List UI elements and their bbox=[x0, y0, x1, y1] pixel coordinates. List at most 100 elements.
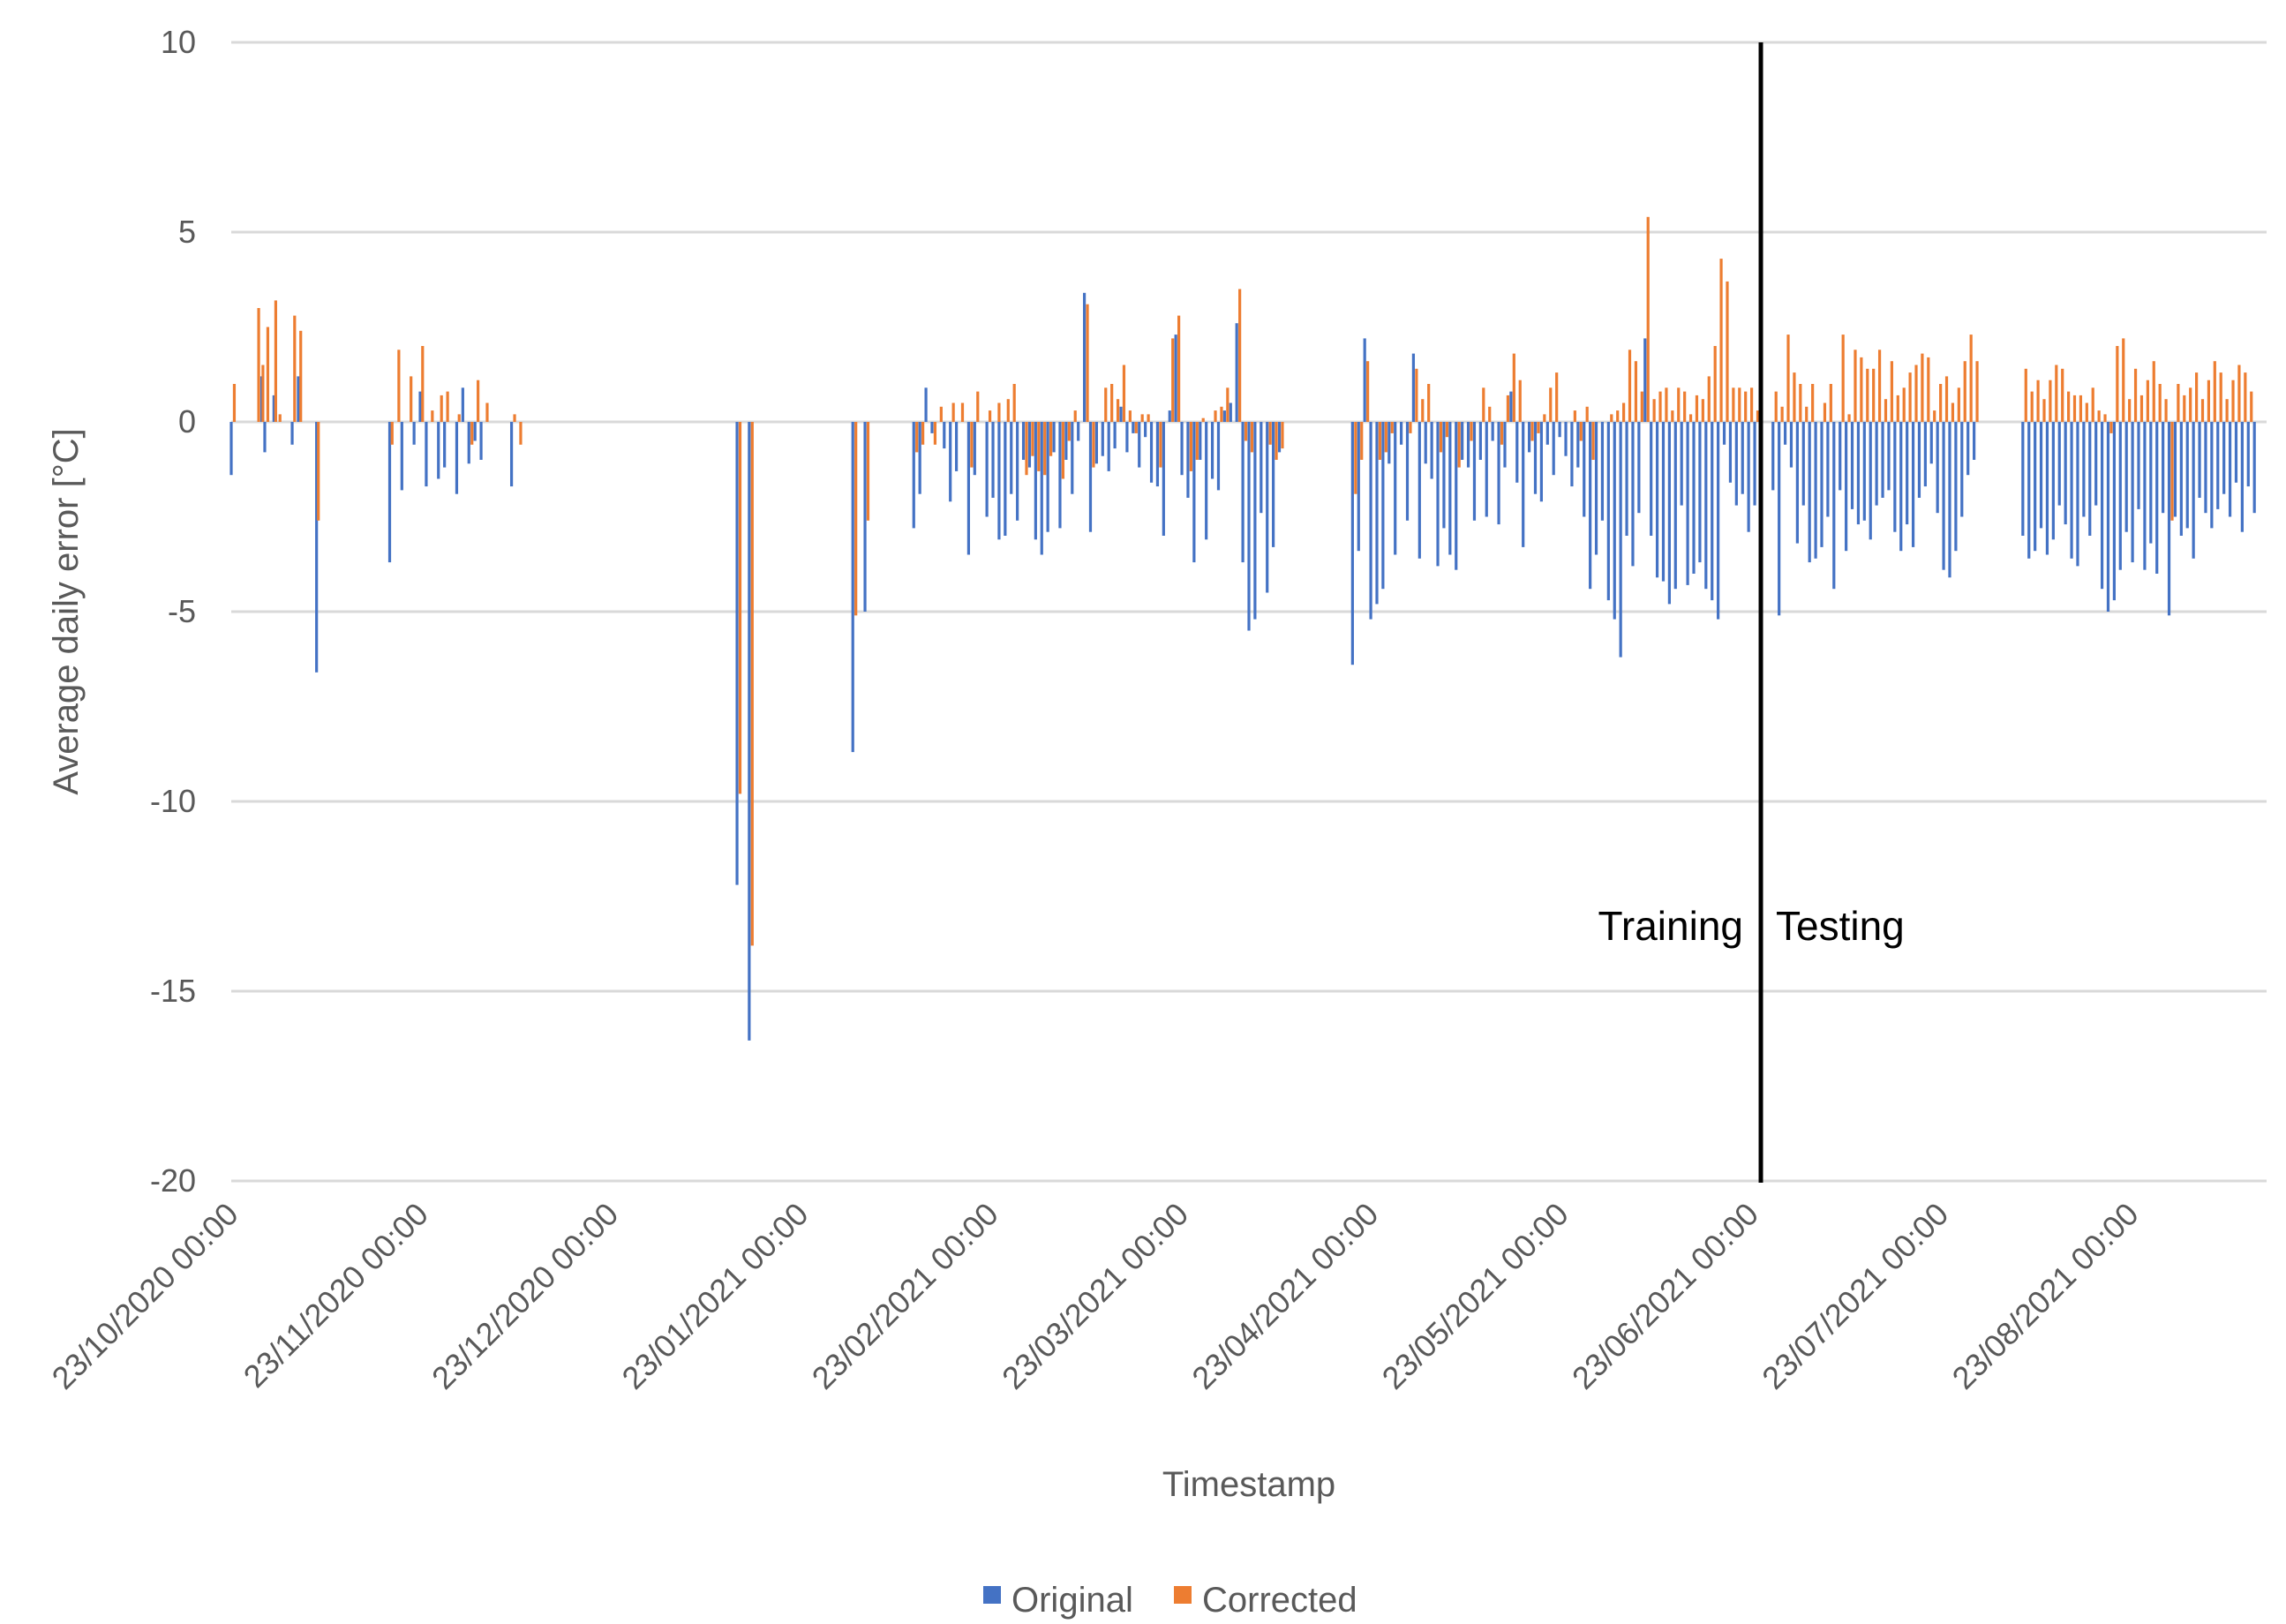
corrected-bar bbox=[2072, 395, 2077, 422]
original-bar bbox=[1783, 422, 1787, 445]
original-bar bbox=[1954, 422, 1958, 552]
original-bar bbox=[2143, 422, 2147, 570]
corrected-bar bbox=[1914, 365, 1918, 422]
original-bar bbox=[1272, 422, 1275, 547]
original-bar bbox=[1906, 422, 1909, 525]
corrected-bar bbox=[440, 395, 443, 422]
original-bar bbox=[1711, 422, 1714, 601]
corrected-bar bbox=[1244, 422, 1248, 441]
corrected-bar bbox=[1701, 399, 1704, 422]
corrected-bar bbox=[2061, 368, 2064, 422]
corrected-bar bbox=[2049, 380, 2052, 422]
original-bar bbox=[1466, 422, 1470, 468]
corrected-bar bbox=[1214, 410, 1217, 422]
corrected-bar bbox=[431, 410, 434, 422]
original-bar bbox=[1771, 422, 1775, 491]
original-bar bbox=[1826, 422, 1830, 517]
corrected-bar bbox=[2183, 395, 2186, 422]
corrected-bar bbox=[446, 391, 449, 422]
original-bar bbox=[2076, 422, 2079, 567]
corrected-bar bbox=[1829, 384, 1832, 422]
corrected-bar bbox=[1177, 315, 1181, 422]
x-tick-label: 23/04/2021 00:00 bbox=[1184, 1196, 1385, 1396]
corrected-bar bbox=[1884, 399, 1888, 422]
original-bar bbox=[1717, 422, 1720, 620]
corrected-bar bbox=[915, 422, 919, 453]
corrected-bar bbox=[1573, 410, 1576, 422]
corrected-bar bbox=[933, 422, 937, 445]
original-bar bbox=[930, 422, 934, 433]
corrected-bar bbox=[1616, 410, 1620, 422]
original-bar bbox=[425, 422, 428, 487]
corrected-bar bbox=[274, 300, 277, 422]
corrected-bar bbox=[1677, 387, 1681, 422]
corrected-bar bbox=[2097, 410, 2101, 422]
original-bar bbox=[1052, 422, 1056, 453]
corrected-bar bbox=[485, 402, 489, 422]
corrected-bar bbox=[1847, 414, 1851, 422]
original-bar bbox=[1381, 422, 1385, 590]
original-bar bbox=[1253, 422, 1257, 620]
original-bar bbox=[1040, 422, 1043, 555]
original-bar bbox=[1357, 422, 1360, 552]
corrected-bar bbox=[2042, 399, 2046, 422]
original-bar bbox=[863, 422, 867, 612]
original-bar bbox=[991, 422, 995, 498]
original-bar bbox=[2204, 422, 2207, 514]
original-bar bbox=[1155, 422, 1160, 487]
corrected-bar bbox=[970, 422, 974, 468]
original-bar bbox=[1832, 422, 1836, 590]
corrected-bar bbox=[1415, 368, 1418, 422]
original-bar bbox=[2034, 422, 2037, 552]
original-bar bbox=[479, 422, 483, 460]
original-bar bbox=[2027, 422, 2031, 559]
corrected-bar bbox=[2219, 372, 2222, 422]
corrected-bar bbox=[1671, 410, 1674, 422]
original-bar bbox=[2185, 422, 2189, 529]
corrected-bar bbox=[1860, 357, 1863, 422]
corrected-bar bbox=[1695, 395, 1699, 422]
corrected-bar bbox=[2103, 414, 2107, 422]
corrected-bar bbox=[2079, 395, 2083, 422]
original-bar bbox=[387, 422, 392, 563]
corrected-bar bbox=[1360, 422, 1364, 460]
original-bar bbox=[1241, 422, 1245, 563]
corrected-bar bbox=[1963, 361, 1966, 422]
corrected-bar bbox=[1092, 422, 1095, 468]
corrected-bar bbox=[257, 308, 260, 422]
original-bar bbox=[2106, 422, 2110, 612]
x-tick-label: 23/10/2020 00:00 bbox=[44, 1196, 244, 1396]
legend-label-corrected: Corrected bbox=[1202, 1581, 1357, 1620]
corrected-bar bbox=[1140, 414, 1144, 422]
corrected-bar bbox=[2158, 384, 2162, 422]
original-bar bbox=[1936, 422, 1939, 514]
corrected-bar bbox=[1366, 361, 1370, 422]
original-bar bbox=[1046, 422, 1049, 532]
corrected-bar bbox=[988, 410, 992, 422]
x-tick-label: 23/06/2021 00:00 bbox=[1565, 1196, 1765, 1396]
original-bar bbox=[1144, 422, 1147, 438]
original-bar bbox=[1199, 422, 1202, 460]
original-bar bbox=[1698, 422, 1702, 563]
corrected-bar bbox=[1902, 387, 1906, 422]
corrected-bar bbox=[2225, 399, 2229, 422]
corrected-bar bbox=[1975, 361, 1979, 422]
original-bar bbox=[1394, 422, 1397, 555]
corrected-bar bbox=[317, 422, 320, 521]
original-bar bbox=[1942, 422, 1945, 570]
original-bar bbox=[1862, 422, 1866, 521]
original-bar bbox=[1004, 422, 1007, 536]
original-bar bbox=[1576, 422, 1580, 468]
original-bar bbox=[1168, 410, 1171, 422]
corrected-bar bbox=[410, 376, 413, 422]
corrected-bar bbox=[1500, 422, 1504, 445]
corrected-bar bbox=[1275, 422, 1278, 460]
original-bar bbox=[1478, 422, 1482, 460]
x-tick-label: 23/05/2021 00:00 bbox=[1375, 1196, 1575, 1396]
original-bar bbox=[2179, 422, 2183, 536]
original-bar bbox=[1923, 422, 1927, 487]
original-bar bbox=[1704, 422, 1708, 590]
original-bar bbox=[1132, 422, 1135, 433]
corrected-bar bbox=[2164, 399, 2168, 422]
